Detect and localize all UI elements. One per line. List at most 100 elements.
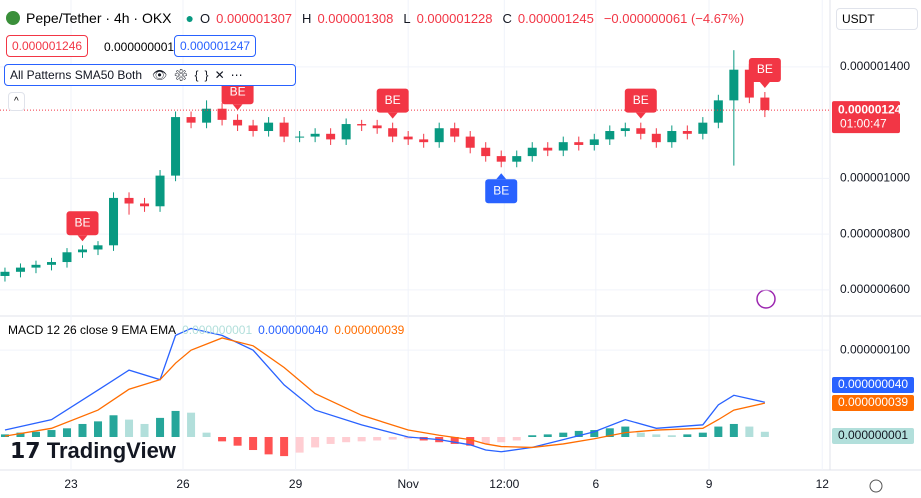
macd-hist-bar	[31, 431, 40, 437]
last-price-box	[832, 101, 900, 134]
ohlc-value: 0.000001245	[517, 10, 594, 26]
currency-button[interactable]: USDT	[836, 8, 918, 30]
macd-hist-bar	[590, 430, 599, 437]
macd-line	[4, 327, 766, 453]
candle-body	[93, 245, 103, 250]
y-tick-label: 0.000000800	[840, 226, 910, 240]
macd-axis-label: 0.000000040	[838, 377, 908, 391]
pattern-pointer	[496, 173, 507, 180]
sell-button[interactable]: 0.000001246	[6, 35, 89, 57]
macd-hist-bar	[745, 426, 754, 437]
candle-body	[434, 128, 444, 143]
pattern-badge	[221, 80, 254, 105]
macd-hist-bar	[326, 436, 335, 444]
macd-hist-bar	[218, 436, 227, 442]
candle-body	[341, 124, 351, 140]
last-price-label: 0.000001245	[838, 102, 908, 116]
pattern-badge	[376, 88, 409, 113]
collapse-button[interactable]: ^	[8, 92, 25, 111]
macd-hist-bar	[698, 432, 707, 437]
candle-body	[78, 249, 88, 253]
indicator-tools[interactable]: 👁⚙{}✕⋯	[152, 68, 249, 82]
ohlc-value: 0.000001307	[216, 10, 293, 26]
macd-hist-bar	[295, 436, 304, 453]
macd-hist-bar	[543, 434, 552, 437]
macd-hist-bar	[47, 430, 56, 437]
candle-body	[155, 175, 165, 207]
pattern-label: BE	[633, 93, 649, 107]
macd-hist-bar	[574, 430, 583, 437]
macd-hist-bar	[342, 436, 351, 443]
indicator-legend[interactable]: All Patterns SMA50 Both 👁⚙{}✕⋯	[4, 64, 296, 86]
indicator-name: All Patterns SMA50 Both	[10, 68, 143, 82]
candle-body	[357, 124, 367, 126]
macd-hist-bar	[652, 434, 661, 437]
macd-hist-bar	[621, 426, 630, 437]
pattern-pointer	[759, 81, 770, 88]
macd-hist-bar	[140, 423, 149, 437]
macd-hist-bar	[388, 436, 397, 440]
macd-value: 0.000000040	[258, 323, 329, 337]
candle-body	[388, 128, 398, 137]
candle-body	[729, 69, 739, 101]
ohlc-value: 0.000001228	[416, 10, 493, 26]
logo: 𝟭𝟳 TradingView	[10, 438, 176, 464]
spread: 0.000000001	[104, 40, 175, 54]
macd-hist-bar	[373, 436, 382, 441]
pattern-label: BE	[493, 183, 509, 197]
macd-hist-bar	[481, 436, 490, 444]
candle-body	[419, 139, 429, 143]
candle-body	[372, 125, 382, 129]
change: −0.000000061 (−4.67%)	[603, 10, 745, 26]
pattern-label: BE	[74, 215, 90, 229]
candle-body	[0, 271, 10, 276]
y-tick-label: 0.000000100	[840, 342, 910, 356]
pattern-badge	[748, 57, 781, 82]
candle-body	[620, 128, 630, 132]
candle-body	[450, 128, 460, 137]
ohlc-key: H	[302, 10, 312, 26]
x-tick-label: 6	[592, 477, 599, 491]
macd-axis-box	[832, 428, 914, 444]
macd-hist-bar	[760, 431, 769, 437]
ohlc-value: 0.000001308	[317, 10, 394, 26]
macd-hist-bar	[62, 428, 71, 437]
macd-hist-bar	[605, 428, 614, 437]
macd-hist-bar	[311, 436, 320, 448]
macd-hist-bar	[528, 435, 537, 437]
macd-hist-bar	[233, 436, 242, 446]
macd-axis-label: 0.000000039	[838, 395, 908, 409]
macd-hist-bar	[729, 423, 738, 437]
pattern-label: BE	[385, 93, 401, 107]
alert-icon[interactable]	[756, 289, 776, 309]
pattern-label: BE	[757, 62, 773, 76]
symbol[interactable]: Pepe/Tether · 4h · OKX	[26, 10, 172, 26]
macd-legend: MACD 12 26 close 9 EMA EMA 0.000000001 0…	[8, 323, 404, 337]
ohlc-key: C	[502, 10, 512, 26]
buy-button[interactable]: 0.000001247	[174, 35, 257, 57]
candle-body	[403, 136, 413, 140]
candle-body	[512, 156, 522, 162]
legend-row: Pepe/Tether · 4h · OKX ● O 0.000001307 H 0.…	[6, 10, 744, 26]
settings-icon[interactable]	[869, 479, 883, 493]
candle-body	[651, 133, 661, 143]
symbol-icon	[6, 11, 20, 25]
pattern-badge	[485, 179, 518, 204]
macd-hist-bar	[512, 436, 521, 441]
candle-body	[605, 131, 615, 140]
macd-hist-bar	[16, 432, 25, 437]
candle-body	[496, 156, 506, 162]
candle-body	[186, 117, 196, 123]
macd-hist-bar	[94, 421, 103, 437]
candle-body	[233, 119, 243, 126]
signal-value: 0.000000039	[334, 323, 405, 337]
candle-body	[744, 69, 754, 98]
candle-body	[574, 142, 584, 145]
candle-body	[527, 147, 537, 157]
pattern-pointer	[387, 112, 398, 119]
candle-body	[636, 128, 646, 134]
macd-hist-bar	[202, 432, 211, 437]
macd-axis-label: 0.000000001	[838, 428, 908, 442]
candle-body	[248, 125, 258, 132]
candle-body	[62, 252, 72, 263]
